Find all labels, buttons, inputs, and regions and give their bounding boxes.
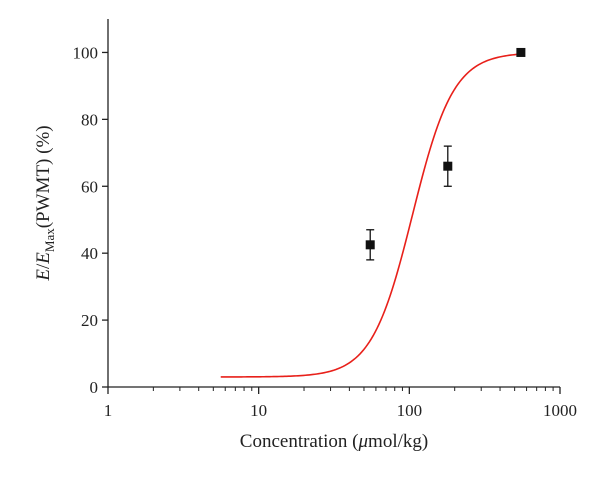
data-point xyxy=(365,240,375,250)
x-axis-title: Concentration (μmol/kg) xyxy=(240,431,428,452)
y-tick-label: 0 xyxy=(90,378,99,397)
y-tick-label: 60 xyxy=(81,177,98,196)
curve-layer xyxy=(220,53,523,378)
ticks: 0 20 40 60 80 100 1 10 100 1000 xyxy=(73,43,578,420)
y-tick-label: 100 xyxy=(73,43,99,62)
y-tick-label: 40 xyxy=(81,244,98,263)
points-layer xyxy=(365,47,526,261)
x-tick-label: 1000 xyxy=(543,401,577,420)
x-tick-label: 100 xyxy=(397,401,423,420)
x-tick-label: 1 xyxy=(104,401,113,420)
fitted-curve xyxy=(220,53,523,378)
axes xyxy=(107,19,560,388)
x-tick-label: 10 xyxy=(250,401,267,420)
y-axis-title: E/EMax(PWMT) (%) xyxy=(33,125,57,281)
data-point xyxy=(443,161,453,171)
data-point xyxy=(516,47,526,57)
y-tick-label: 80 xyxy=(81,110,98,129)
y-tick-label: 20 xyxy=(81,311,98,330)
